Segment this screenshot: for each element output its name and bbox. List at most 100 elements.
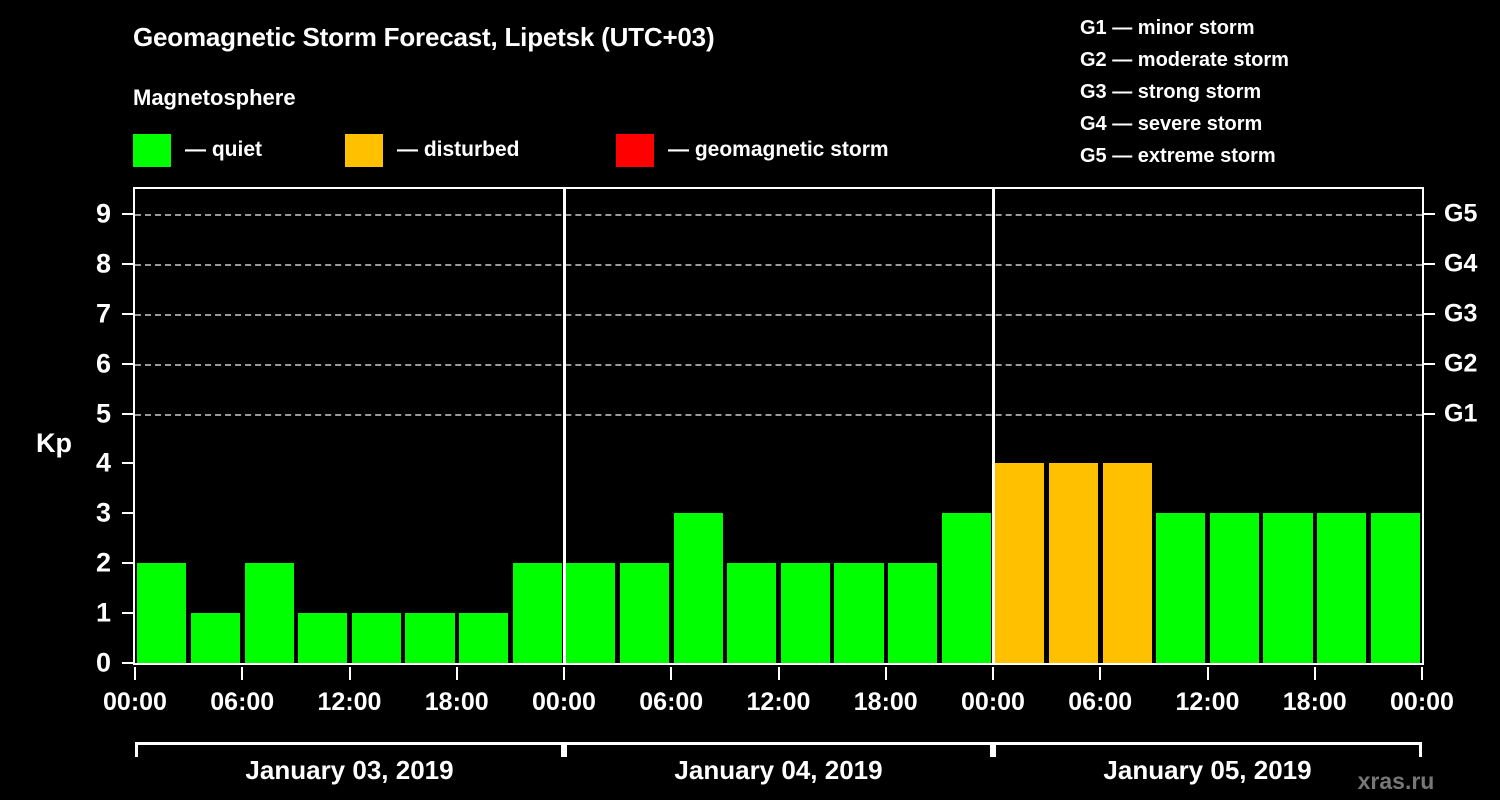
bar[interactable] — [834, 563, 884, 663]
date-label-3: January 05, 2019 — [1103, 755, 1312, 785]
bar[interactable] — [673, 513, 723, 663]
y-axis-tick-label: 9 — [95, 198, 111, 229]
x-axis-tick-label: 12:00 — [317, 688, 382, 716]
g-scale-line-5: G5 — extreme storm — [1080, 145, 1276, 167]
bar[interactable] — [1156, 513, 1206, 663]
gridline-kp-7 — [135, 313, 1422, 316]
bar[interactable] — [888, 563, 938, 663]
day-separator-2 — [991, 189, 995, 663]
bar[interactable] — [244, 563, 294, 663]
watermark: xras.ru — [1357, 768, 1435, 794]
y-axis-tick-label: 4 — [95, 447, 111, 478]
x-axis-tick-label: 00:00 — [1390, 688, 1454, 716]
plot-area — [133, 187, 1424, 665]
g-axis-tick-mark — [1424, 362, 1435, 365]
x-axis-tick-label: 12:00 — [746, 688, 811, 716]
x-axis-tick-label: 00:00 — [103, 688, 167, 716]
date-bracket-cap-right — [1419, 742, 1422, 757]
g-axis-tick-label-G5: G5 — [1444, 199, 1478, 228]
red-square-swatch — [616, 133, 654, 167]
g-scale-line-2: G2 — moderate storm — [1080, 49, 1289, 71]
bar[interactable] — [1263, 513, 1313, 663]
legend-item-1: — disturbed — [345, 131, 520, 169]
g-scale-line-1: G1 — minor storm — [1080, 17, 1255, 39]
x-axis-tick-mark — [1206, 667, 1209, 680]
g-axis-tick-mark — [1424, 262, 1435, 265]
bar[interactable] — [619, 563, 669, 663]
bar[interactable] — [566, 563, 616, 663]
page-title: Geomagnetic Storm Forecast, Lipetsk (UTC… — [133, 22, 715, 52]
bar[interactable] — [137, 563, 187, 663]
orange-square-swatch — [345, 133, 383, 167]
gridline-kp-5 — [135, 413, 1422, 416]
bar[interactable] — [459, 613, 509, 663]
bar[interactable] — [995, 463, 1045, 663]
bar[interactable] — [1317, 513, 1367, 663]
date-bracket-2 — [564, 742, 993, 757]
bar[interactable] — [351, 613, 401, 663]
bar[interactable] — [727, 563, 777, 663]
date-bracket-cap-left — [564, 742, 567, 757]
date-bracket-3 — [993, 742, 1422, 757]
x-axis-tick-mark — [670, 667, 673, 680]
y-axis-tick-mark — [122, 662, 133, 664]
x-axis-tick-mark — [241, 667, 244, 680]
x-axis-tick-mark — [563, 667, 565, 680]
x-axis-tick-label: 06:00 — [1068, 688, 1133, 716]
y-axis-tick-label: 1 — [95, 597, 111, 628]
x-axis-tick-mark — [1421, 667, 1423, 680]
bar[interactable] — [298, 613, 348, 663]
x-axis-tick-mark — [992, 667, 994, 680]
date-bracket-line — [135, 742, 564, 745]
x-axis-tick-mark — [134, 667, 136, 680]
legend-item-2: — geomagnetic storm — [616, 131, 889, 169]
y-axis-tick-label: 6 — [95, 348, 111, 379]
y-axis-tick-mark — [122, 312, 133, 315]
bar[interactable] — [405, 613, 455, 663]
legend-item-label: — disturbed — [397, 138, 520, 161]
x-axis-tick-label: 00:00 — [532, 688, 596, 716]
green-square-swatch — [133, 133, 171, 167]
x-axis-tick-label: 12:00 — [1175, 688, 1240, 716]
y-axis-tick-mark — [122, 562, 133, 565]
g-scale-line-4: G4 — severe storm — [1080, 113, 1263, 135]
x-axis-tick-label: 18:00 — [424, 688, 489, 716]
bar[interactable] — [1102, 463, 1152, 663]
bar[interactable] — [512, 563, 562, 663]
bar[interactable] — [1370, 513, 1420, 663]
day-separator-1 — [562, 189, 566, 663]
gridline-kp-6 — [135, 363, 1422, 366]
y-axis-tick-mark — [122, 512, 133, 515]
y-axis-tick-mark — [122, 462, 133, 465]
date-bracket-1 — [135, 742, 564, 757]
y-axis-tick-label: 8 — [95, 248, 111, 279]
x-axis-tick-mark — [1099, 667, 1102, 680]
gridline-kp-9 — [135, 213, 1422, 216]
bar[interactable] — [1209, 513, 1259, 663]
date-bracket-cap-left — [135, 742, 138, 757]
bar-series — [135, 189, 1422, 663]
date-bracket-cap-left — [993, 742, 996, 757]
y-axis-tick-label: 5 — [95, 398, 111, 429]
legend-item-label: — geomagnetic storm — [668, 138, 889, 161]
y-axis-tick-mark — [122, 362, 133, 365]
y-axis-tick-mark — [122, 212, 133, 215]
g-axis-tick-label-G2: G2 — [1444, 349, 1478, 378]
x-axis-tick-mark — [455, 667, 458, 680]
g-axis-tick-label-G3: G3 — [1444, 299, 1478, 328]
date-label-2: January 04, 2019 — [674, 755, 883, 785]
x-axis-tick-mark — [884, 667, 887, 680]
gridline-kp-8 — [135, 263, 1422, 266]
bar[interactable] — [1048, 463, 1098, 663]
x-axis-tick-mark — [777, 667, 780, 680]
date-bracket-line — [993, 742, 1422, 745]
bar[interactable] — [190, 613, 240, 663]
legend-item-label: — quiet — [185, 138, 262, 161]
date-bracket-cap-right — [561, 742, 564, 757]
bar[interactable] — [780, 563, 830, 663]
bar[interactable] — [941, 513, 991, 663]
y-axis-tick-mark — [122, 612, 133, 615]
x-axis-tick-label: 00:00 — [961, 688, 1025, 716]
legend-item-0: — quiet — [133, 131, 262, 169]
x-axis-tick-label: 18:00 — [853, 688, 918, 716]
